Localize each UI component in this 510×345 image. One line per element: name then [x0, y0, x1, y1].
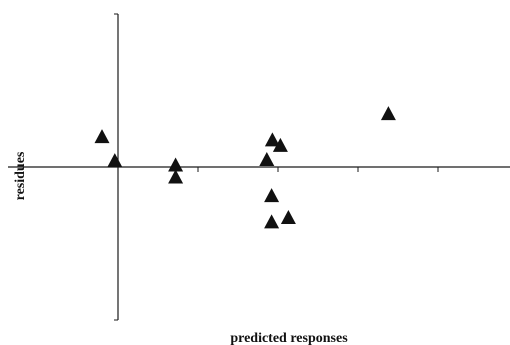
data-point-triangle — [264, 188, 280, 203]
x-axis-label: predicted responses — [230, 331, 348, 345]
data-point-triangle — [168, 157, 184, 172]
data-point-triangle — [264, 132, 280, 147]
axes — [8, 13, 510, 321]
data-point-triangle — [94, 129, 110, 144]
data-point-triangle — [168, 169, 184, 184]
data-point-triangle — [264, 214, 280, 229]
data-points — [94, 106, 396, 229]
y-axis-label: residues — [13, 151, 28, 200]
data-point-triangle — [107, 153, 123, 168]
data-point-triangle — [259, 152, 275, 167]
data-point-triangle — [272, 137, 288, 152]
data-point-triangle — [380, 106, 396, 121]
data-point-triangle — [280, 209, 296, 224]
